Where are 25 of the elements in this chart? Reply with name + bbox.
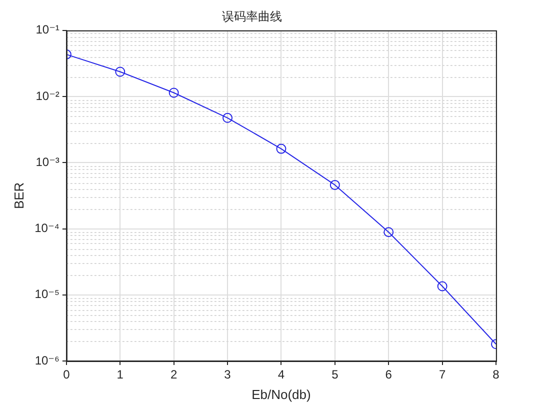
point (330, 180, 340, 190)
point (384, 227, 394, 238)
point (115, 66, 126, 77)
x-tick-label: 3 (224, 368, 232, 382)
y-axis-title: BER (11, 182, 26, 210)
x-tick-label: 8 (492, 368, 500, 382)
point (222, 112, 233, 123)
x-tick-label: 5 (332, 368, 339, 382)
y-tick-label: 10⁻⁴ (34, 221, 60, 236)
point (276, 144, 286, 154)
x-tick-label: 7 (438, 368, 446, 382)
point (168, 88, 179, 98)
x-tick-label: 0 (63, 368, 70, 382)
x-tick-label: 4 (278, 368, 285, 382)
y-tick-label: 10⁻³ (36, 154, 60, 169)
y-tick-label: 10⁻² (36, 88, 60, 103)
x-tick-label: 6 (385, 368, 392, 382)
y-tick-label: 10⁻¹ (36, 22, 60, 37)
y-tick-label: 10⁻⁵ (34, 287, 60, 302)
x-tick-label: 1 (116, 368, 124, 382)
chart-title: 误码率曲线 (222, 9, 282, 24)
point (437, 281, 448, 292)
x-axis-title: Eb/No(db) (252, 386, 311, 402)
x-tick-label: 2 (170, 368, 178, 382)
y-tick-label: 10⁻⁶ (34, 353, 60, 368)
